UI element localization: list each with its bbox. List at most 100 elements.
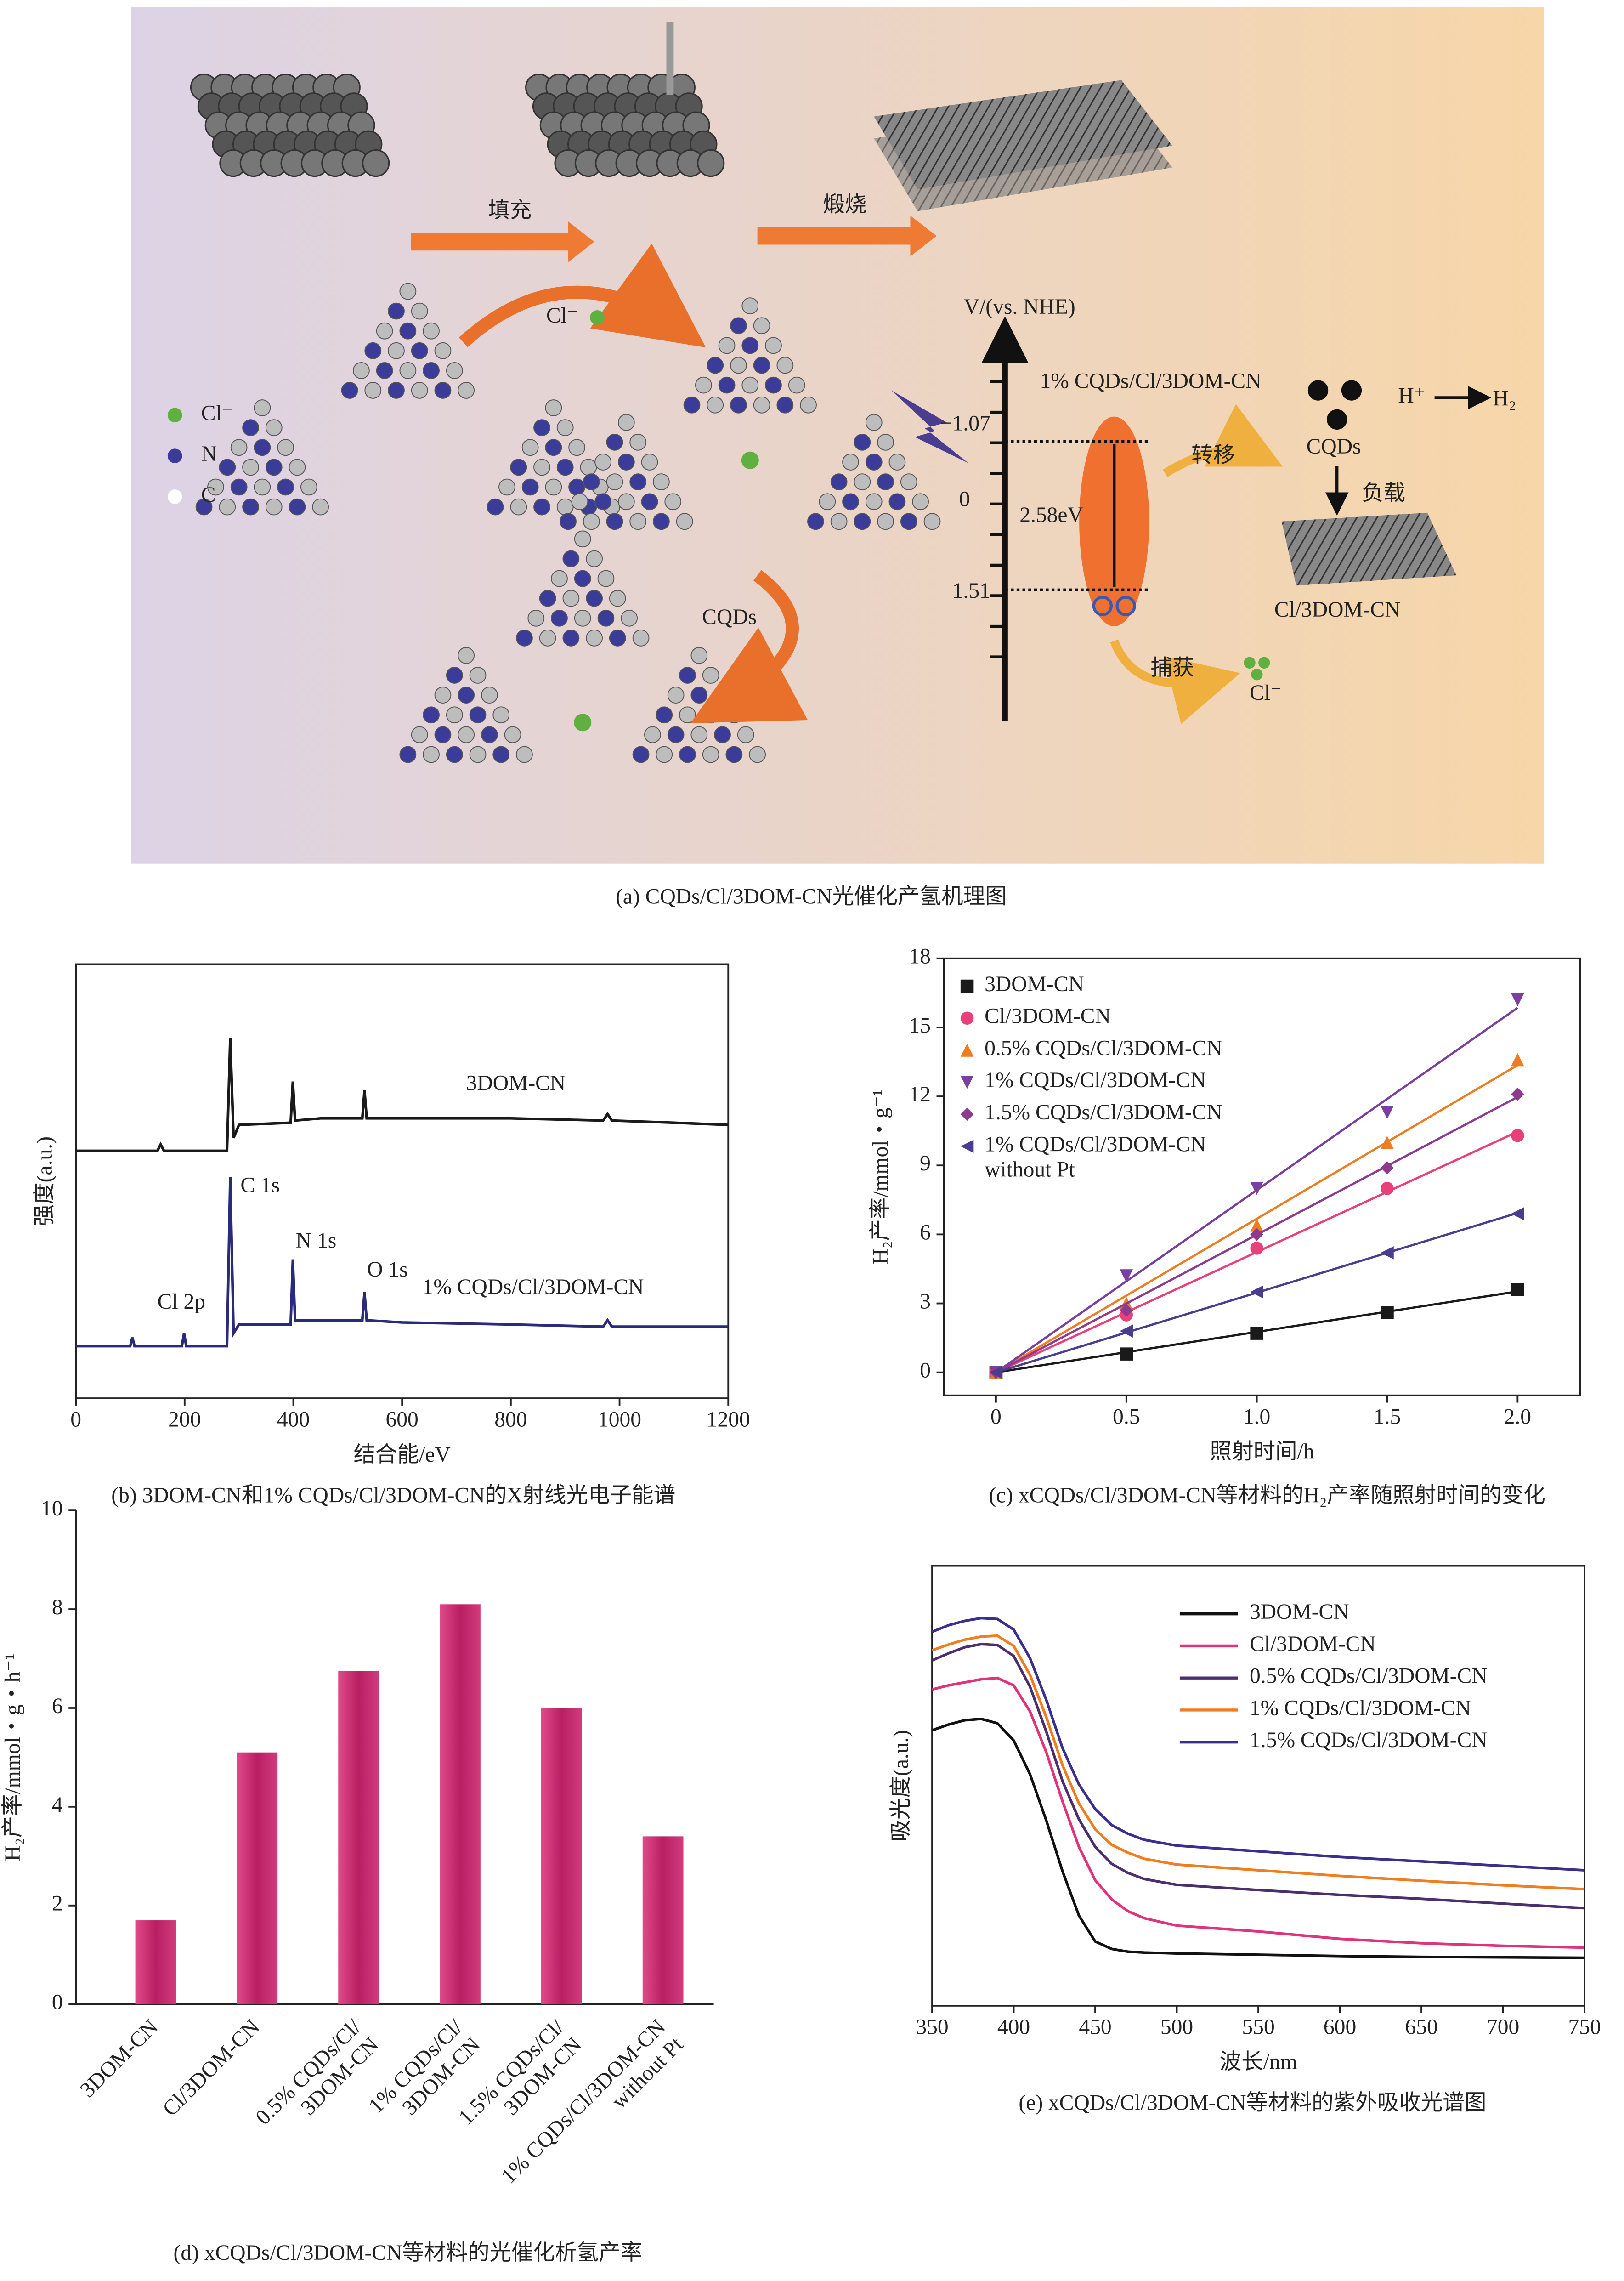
legend-label: 1.5% CQDs/Cl/3DOM-CN: [1250, 1728, 1488, 1752]
gap-label: 2.58eV: [1019, 503, 1083, 527]
y-tick-label: 10: [41, 1497, 63, 1521]
n-atom: [606, 513, 623, 530]
n-atom: [730, 317, 747, 335]
x-axis-label: 波长/nm: [1220, 2050, 1297, 2074]
c-atom: [571, 493, 588, 511]
c-atom: [877, 433, 894, 451]
caption: (c) xCQDs/Cl/3DOM-CN等材料的H₂产率随照射时间的变化: [989, 1484, 1545, 1508]
x-tick-label: 400: [277, 1408, 310, 1432]
c-atom: [551, 570, 568, 587]
c-atom: [289, 459, 306, 476]
hole: [1092, 596, 1113, 616]
y-tick-label: 6: [920, 1220, 931, 1244]
n-atom: [741, 337, 759, 354]
c-atom: [800, 396, 817, 414]
bar: [642, 1836, 684, 2004]
data-point: [1120, 1269, 1133, 1282]
support-sheet: [1281, 512, 1457, 586]
data-point: [1511, 1283, 1524, 1296]
n-atom: [562, 630, 580, 647]
data-point: [1381, 1182, 1394, 1195]
x-tick-label: 600: [1324, 2015, 1356, 2039]
annotation: O 1s: [367, 1258, 407, 1282]
mechanism-diagram: 填充 煅烧 Cl⁻ CQDs Cl⁻ N C V/(vs. NHE) 1% CQ…: [131, 7, 1544, 864]
c-atom: [300, 478, 317, 496]
chart: (c) xCQDs/Cl/3DOM-CN等材料的H₂产率随照射时间的变化 照射时间…: [869, 945, 1581, 1508]
c-atom: [562, 590, 580, 607]
n-atom: [388, 302, 405, 320]
c-atom: [865, 493, 883, 511]
data-point: [1381, 1246, 1394, 1260]
c-atom: [434, 342, 452, 359]
legend-label: 1% CQDs/Cl/3DOM-CN without Pt: [985, 1133, 1206, 1182]
legend-label: 1.5% CQDs/Cl/3DOM-CN: [985, 1101, 1222, 1124]
c-atom: [498, 478, 515, 496]
caption: (e) xCQDs/Cl/3DOM-CN等材料的紫外吸收光谱图: [1019, 2091, 1486, 2115]
charts: (b) 3DOM-CN和1% CQDs/Cl/3DOM-CN的X射线光电子能谱 结…: [1, 945, 1601, 2265]
hplus-label: H⁺: [1398, 384, 1425, 408]
c-atom: [411, 382, 428, 399]
n-atom: [230, 478, 248, 496]
data-point: [960, 1107, 974, 1121]
c-atom: [446, 362, 463, 379]
c-atom: [741, 297, 759, 315]
c-atom: [912, 493, 929, 511]
series-label: 1% CQDs/Cl/3DOM-CN: [423, 1275, 644, 1299]
n-atom: [568, 478, 585, 496]
data-point: [1511, 1129, 1524, 1142]
c-atom: [597, 570, 615, 587]
n-atom: [714, 726, 731, 743]
n-atom: [423, 706, 440, 724]
series-line: [931, 1617, 1585, 1872]
n-atom: [888, 493, 906, 511]
series-line: [931, 1643, 1585, 1910]
n-atom: [219, 459, 236, 476]
c-atom: [730, 357, 747, 374]
c-atom: [679, 706, 696, 724]
c-atom: [388, 342, 405, 359]
n-atom: [533, 419, 550, 437]
n-atom: [341, 382, 358, 399]
n-atom: [730, 396, 747, 414]
legend-label: Cl/3DOM-CN: [985, 1004, 1111, 1028]
c-atom: [702, 667, 719, 684]
n-atom: [830, 473, 848, 490]
c-atom: [753, 396, 770, 414]
x-tick-label: 600: [386, 1408, 419, 1432]
c-atom: [690, 726, 708, 743]
c-atom: [830, 513, 848, 530]
ion-label: Cl⁻: [546, 304, 578, 328]
c-atom: [586, 630, 603, 647]
chart: (b) 3DOM-CN和1% CQDs/Cl/3DOM-CN的X射线光电子能谱 结…: [33, 963, 750, 1508]
c-atom: [219, 498, 236, 516]
n-atom: [597, 609, 615, 627]
y-tick-label: 18: [909, 945, 931, 969]
c-atom: [702, 746, 719, 763]
sphere: [362, 149, 390, 177]
sphere: [697, 149, 725, 177]
step-label: 煅烧: [823, 193, 866, 217]
x-tick-label: 350: [916, 2015, 948, 2039]
n-atom: [562, 550, 580, 567]
c-atom: [469, 746, 487, 763]
c-atom: [765, 337, 782, 354]
caption: (d) xCQDs/Cl/3DOM-CN等材料的光催化析氢产率: [174, 2241, 643, 2265]
y-tick-label: 3: [920, 1289, 931, 1313]
legend-label: 0.5% CQDs/Cl/3DOM-CN: [1250, 1664, 1488, 1688]
series-line: [932, 1634, 1585, 1891]
data-point: [989, 1366, 1003, 1379]
c-atom: [695, 376, 712, 394]
cqds-label: CQDs: [1307, 435, 1361, 459]
x-tick-label: 2.0: [1504, 1405, 1531, 1429]
n-atom: [707, 357, 724, 374]
n-atom: [551, 609, 568, 627]
c-atom: [207, 478, 224, 496]
c-atom: [629, 513, 647, 530]
c-atom: [411, 302, 428, 320]
data-point: [1250, 1327, 1263, 1340]
data-point: [1381, 1161, 1394, 1175]
plot-frame: [943, 957, 1581, 1396]
legend-label: 1% CQDs/Cl/3DOM-CN: [1250, 1696, 1471, 1720]
n-atom: [629, 473, 647, 490]
